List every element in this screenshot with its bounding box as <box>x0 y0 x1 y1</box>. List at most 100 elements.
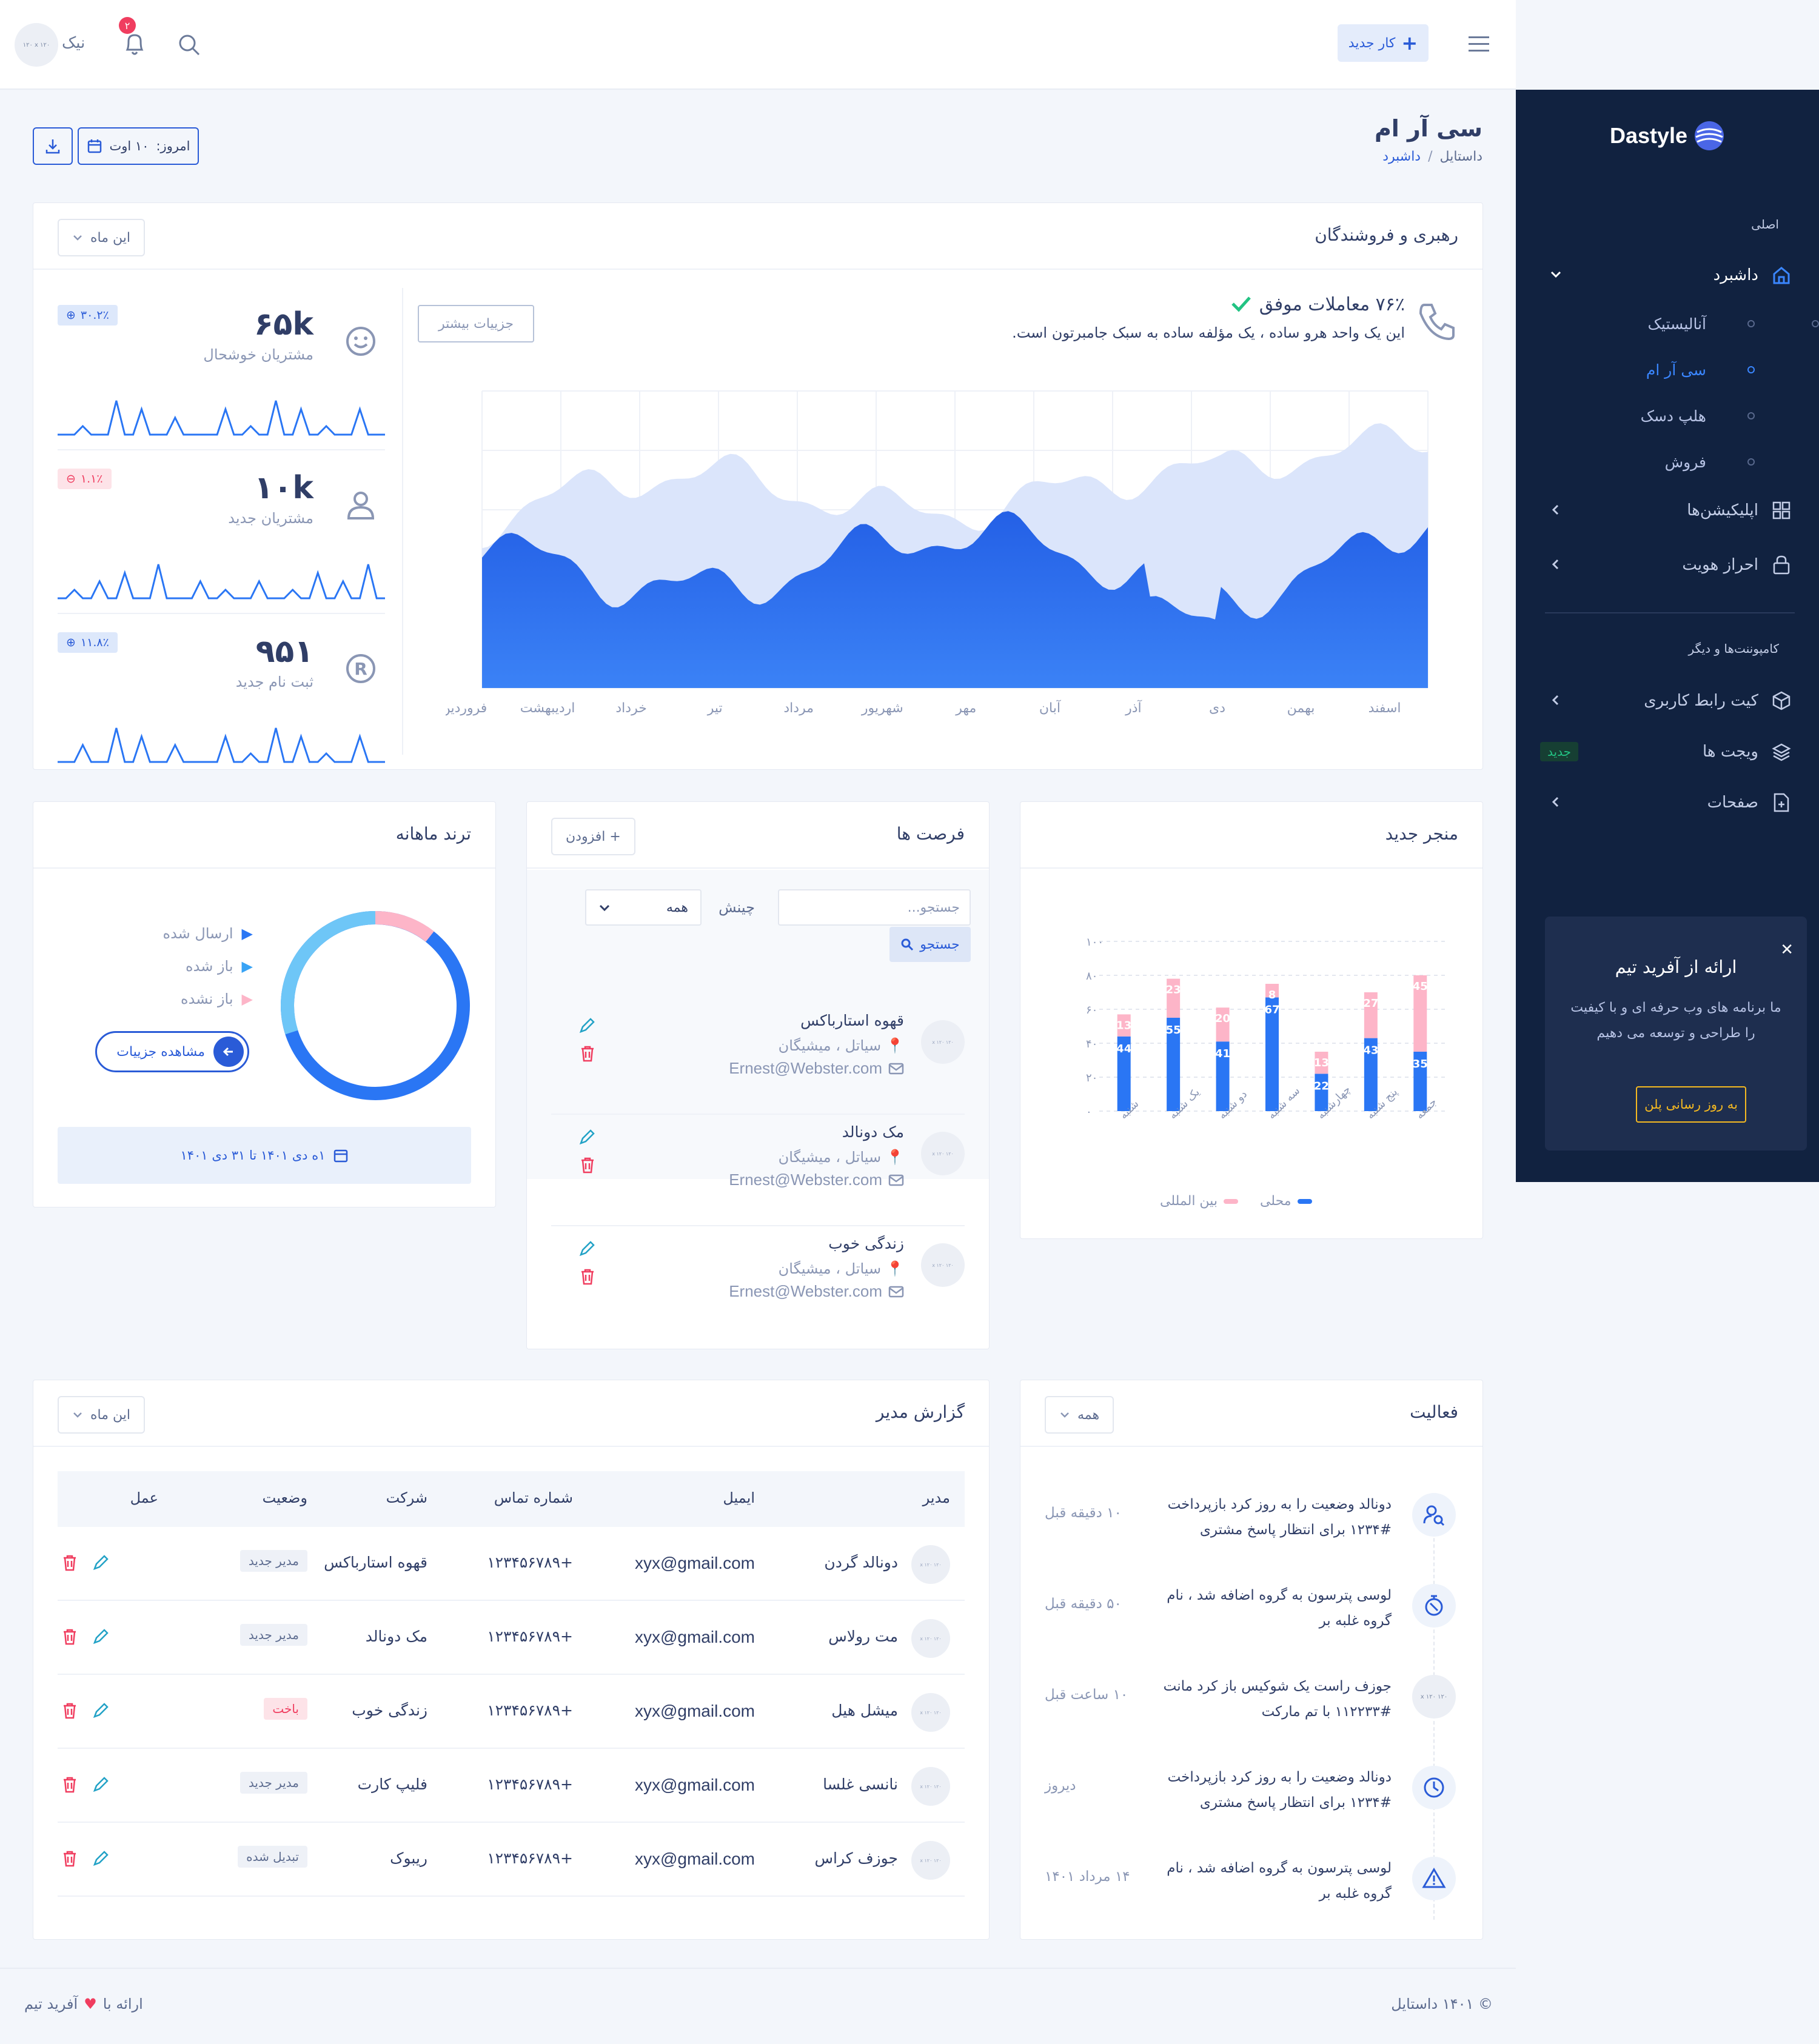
trash-icon[interactable] <box>61 1628 78 1646</box>
table-row: ۱۲۰ x ۱۲۰ مت رولاس xyx@gmail.com +۱۲۳۴۵۶… <box>58 1601 965 1675</box>
legend-label: باز شده <box>186 958 233 975</box>
bar-local[interactable] <box>1315 1074 1328 1111</box>
smile-icon <box>344 324 378 358</box>
search-button[interactable]: جستجو <box>889 927 971 962</box>
map-pin-icon: 📍 <box>886 1260 904 1277</box>
trend-donut-chart <box>278 903 472 1109</box>
trash-icon[interactable] <box>61 1775 78 1794</box>
breadcrumb-current[interactable]: داشبرد <box>1382 149 1421 164</box>
bar-intl[interactable] <box>1364 992 1378 1038</box>
activity-time: ۱۴ مرداد ۱۴۰۱ <box>1045 1869 1130 1885</box>
bar-intl[interactable] <box>1216 1007 1230 1042</box>
chevron-left-icon <box>1549 795 1563 809</box>
notifications-bell-icon[interactable] <box>122 30 147 57</box>
calendar-icon <box>333 1147 349 1163</box>
trash-icon[interactable] <box>61 1702 78 1720</box>
upgrade-plan-button[interactable]: به روز رسانی پلن <box>1636 1086 1746 1123</box>
activity-card: فعالیت همه دونالد وضعیت را به روز کرد با… <box>1020 1380 1483 1940</box>
card-title: رهبری و فروشندگان <box>1315 225 1458 245</box>
dropdown-label: همه <box>1077 1407 1100 1423</box>
bar-intl[interactable] <box>1413 975 1427 1052</box>
search-input[interactable]: جستجو... <box>778 889 971 926</box>
bar-local[interactable] <box>1216 1041 1230 1111</box>
user-name[interactable]: نیک <box>62 34 85 52</box>
edit-icon[interactable] <box>578 1017 596 1035</box>
status-badge: باخت <box>264 1698 307 1720</box>
new-task-button[interactable]: + کار جدید <box>1338 24 1429 62</box>
download-button[interactable] <box>33 127 73 165</box>
sidebar-subitem-crm[interactable]: سی آر ام <box>1646 355 1761 384</box>
edit-icon[interactable] <box>92 1554 110 1572</box>
sidebar-item-applications[interactable]: اپلیکیشن‌ها <box>1540 492 1795 529</box>
edit-icon[interactable] <box>92 1702 110 1720</box>
arrow-up-circle-icon: ⊕ <box>66 309 76 322</box>
avatar-placeholder-text: ۱۲۰ x ۱۲۰ <box>920 1783 942 1789</box>
sidebar-subitem-helpdesk[interactable]: هلپ دسک <box>1641 401 1761 430</box>
brand-logo[interactable]: Dastyle <box>1610 120 1725 152</box>
bar-local[interactable] <box>1364 1038 1378 1111</box>
sidebar-subitem-sales[interactable]: فروش <box>1665 447 1761 476</box>
sidebar-item-dashboard[interactable]: داشبرد <box>1540 257 1795 293</box>
date-display[interactable]: امروز: ۱۰ اوت <box>78 127 199 165</box>
trash-icon[interactable] <box>579 1044 596 1063</box>
bar-local[interactable] <box>1167 1018 1181 1111</box>
chevron-down-icon <box>1059 1409 1070 1420</box>
avatar-placeholder-text: ۱۲۰ x ۱۲۰ <box>22 41 50 48</box>
edit-icon[interactable] <box>92 1775 110 1794</box>
sidebar-subitem-analytics[interactable]: آنالیستیک <box>1648 309 1819 338</box>
subitem-dot-icon <box>1747 366 1755 373</box>
add-opportunity-button[interactable]: + افزودن <box>551 818 635 855</box>
opportunity-name[interactable]: قهوه استارباکس <box>800 1012 904 1029</box>
bar-intl[interactable] <box>1117 1014 1131 1037</box>
table-header: مدیر ایمیل شماره تماس شرکت وضعیت عمل <box>58 1471 965 1527</box>
edit-icon[interactable] <box>92 1849 110 1868</box>
user-avatar[interactable]: ۱۲۰ x ۱۲۰ <box>15 23 58 67</box>
more-details-button[interactable]: جزییات بیشتر <box>418 305 534 342</box>
bar-intl[interactable] <box>1315 1052 1328 1074</box>
trash-icon[interactable] <box>61 1849 78 1868</box>
month-tick-label: اردیبهشت <box>520 701 575 716</box>
period-dropdown[interactable]: این ماه <box>58 219 145 256</box>
activity-filter-dropdown[interactable]: همه <box>1045 1396 1114 1434</box>
period-dropdown[interactable]: این ماه <box>58 1396 145 1434</box>
sparkline <box>58 395 385 437</box>
card-header: رهبری و فروشندگان این ماه <box>33 203 1482 270</box>
location-text: سیاتل ، میشیگان <box>778 1260 882 1277</box>
opportunity-location: 📍 سیاتل ، میشیگان <box>779 1149 904 1166</box>
opportunity-name[interactable]: مک دونالد <box>842 1123 904 1141</box>
status-badge: مدیر جدید <box>240 1772 307 1794</box>
avatar-placeholder-text: ۱۲۰ x ۱۲۰ <box>920 1635 942 1642</box>
search-icon[interactable] <box>177 33 201 57</box>
sidebar-item-ui-kit[interactable]: کیت رابط کاربری <box>1540 683 1795 719</box>
edit-icon[interactable] <box>92 1628 110 1646</box>
opportunity-name[interactable]: زندگی خوب <box>828 1235 904 1252</box>
edit-icon[interactable] <box>578 1240 596 1258</box>
legend-label: محلی <box>1259 1194 1291 1209</box>
cell-email: xyx@gmail.com <box>634 1702 755 1720</box>
bar-intl[interactable] <box>1265 984 1279 998</box>
sidebar-item-widgets[interactable]: ویجت ها جدید <box>1540 733 1795 770</box>
new-leads-card: منجر جدید ۰ ۲۰ ۴۰ ۶۰ ۸۰ ۱۰۰ 44 13 شنبه 55 23 یک شنب… <box>1020 801 1483 1239</box>
view-details-button[interactable]: مشاهده جزییات <box>95 1031 249 1072</box>
sidebar: Dastyle اصلی داشبرد آنالیستیک سی آر ام ه… <box>1516 90 1819 1182</box>
breadcrumb-root[interactable]: داستایل <box>1439 149 1482 164</box>
sidebar-item-label: کیت رابط کاربری <box>1644 692 1758 710</box>
user-search-icon <box>1412 1493 1456 1537</box>
sidebar-item-auth[interactable]: احراز هویت <box>1540 547 1795 583</box>
legend-label: باز نشده <box>181 990 233 1007</box>
bar-local[interactable] <box>1117 1036 1131 1111</box>
date-range-text: ۱ه دی ۱۴۰۱ تا ۳۱ دی ۱۴۰۱ <box>180 1148 326 1163</box>
trash-icon[interactable] <box>579 1267 596 1286</box>
chevron-down-icon <box>1549 267 1563 282</box>
edit-icon[interactable] <box>578 1128 596 1146</box>
menu-toggle-icon[interactable] <box>1469 35 1490 53</box>
trash-icon[interactable] <box>579 1156 596 1174</box>
close-icon[interactable]: ✕ <box>1780 941 1794 959</box>
menu-section-components: کامپوننت‌ها و دیگر <box>1688 641 1779 656</box>
sort-select[interactable]: همه <box>585 889 702 926</box>
bar-intl[interactable] <box>1167 978 1181 1018</box>
bar-local[interactable] <box>1265 997 1279 1111</box>
sidebar-item-pages[interactable]: صفحات <box>1540 784 1795 821</box>
bar-local[interactable] <box>1413 1052 1427 1111</box>
trash-icon[interactable] <box>61 1554 78 1572</box>
